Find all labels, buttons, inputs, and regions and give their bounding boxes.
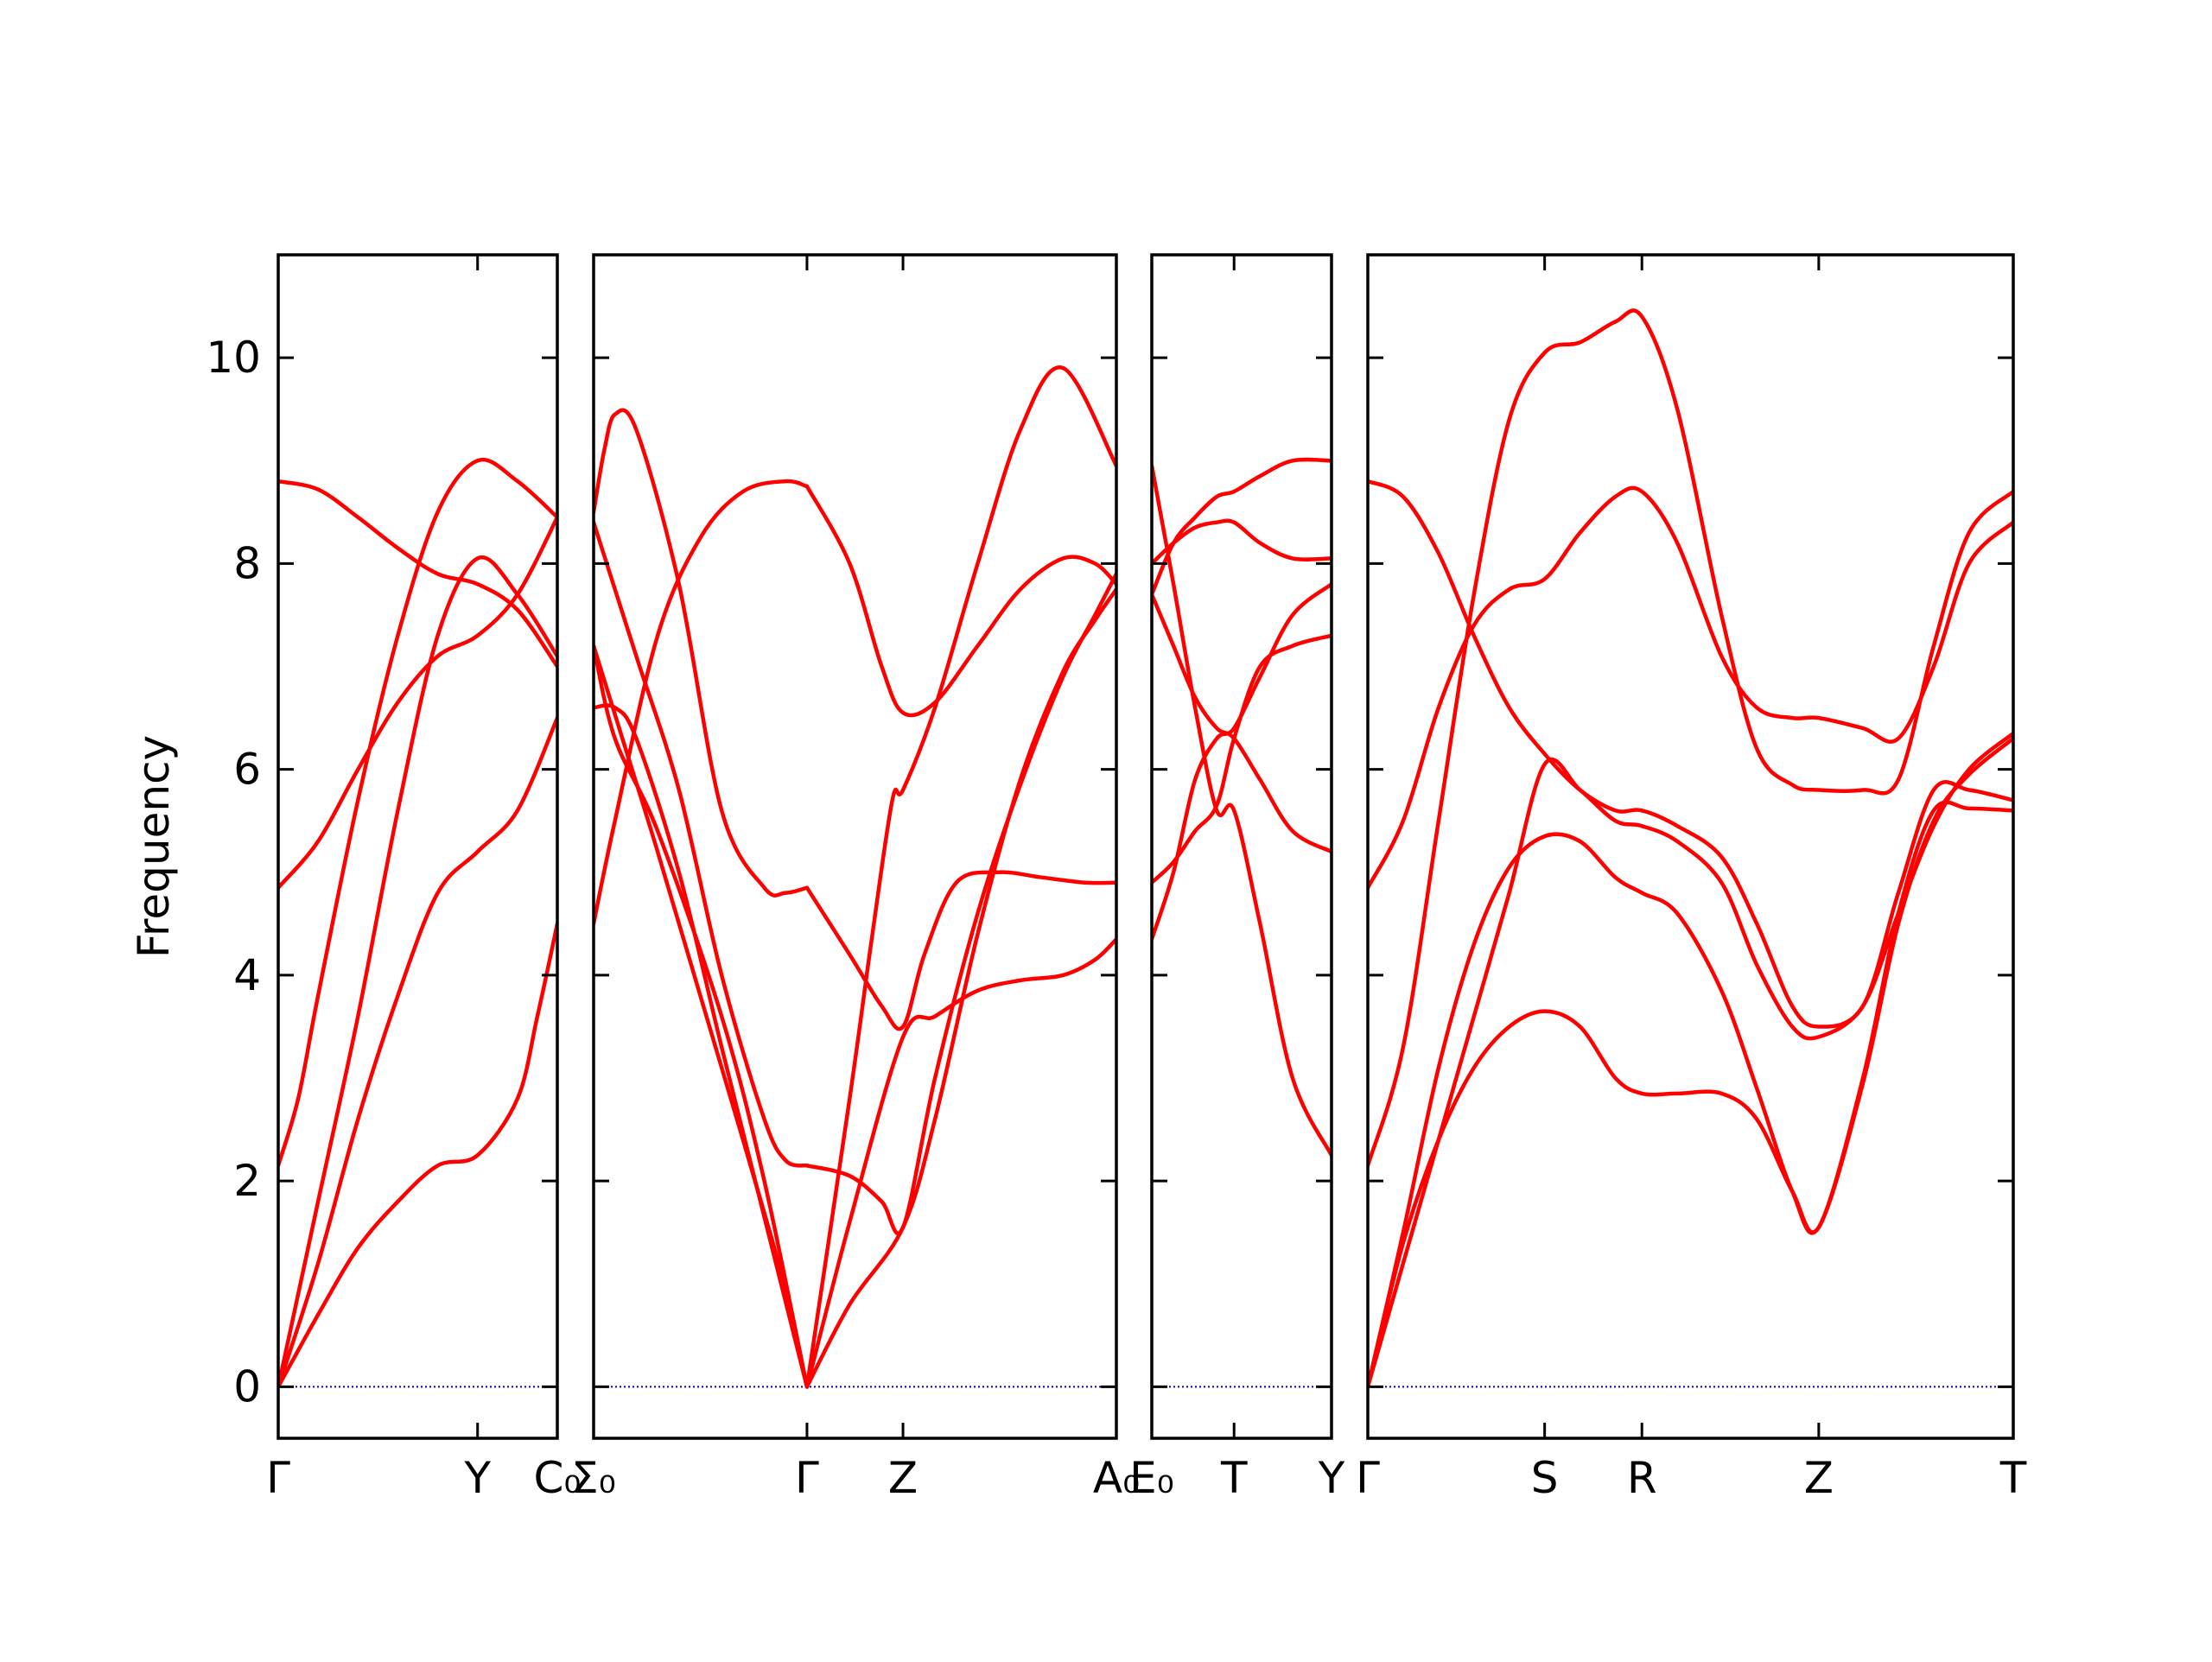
x-tick-label: Z — [888, 1453, 918, 1503]
band-line — [1152, 592, 1332, 854]
bands-group — [594, 365, 1116, 1389]
band-line — [804, 870, 1116, 1031]
x-tick-label: S — [1531, 1453, 1559, 1503]
y-tick-label: 6 — [233, 745, 261, 795]
x-tick-label: R — [1627, 1453, 1657, 1503]
band-line — [594, 703, 810, 1389]
band-line — [804, 587, 1116, 1389]
x-tick-label: Z — [1804, 1453, 1834, 1503]
y-tick-label: 10 — [206, 333, 261, 383]
band-line — [278, 479, 557, 669]
bands-group — [1152, 457, 1332, 1158]
band-line — [1152, 581, 1332, 942]
panel-frame — [1366, 253, 2015, 1440]
band-line — [1368, 800, 2013, 1389]
band-line — [594, 408, 810, 898]
x-tick-label: E₀ — [1129, 1453, 1174, 1503]
x-tick-label: Γ — [795, 1453, 819, 1503]
band-line — [278, 555, 557, 1389]
x-tick-label: C₀ — [534, 1453, 582, 1503]
y-tick-label: 8 — [233, 538, 261, 588]
band-line — [1368, 308, 2013, 1168]
panel-3: E₀ T Y — [1129, 253, 1345, 1503]
band-line — [278, 457, 557, 1168]
band-line — [1152, 463, 1332, 1158]
x-tick-label: Γ — [1356, 1453, 1380, 1503]
band-line — [594, 644, 810, 1389]
bands-group — [278, 457, 557, 1389]
x-tick-label: Γ — [266, 1453, 290, 1503]
y-tick-label: 0 — [233, 1361, 261, 1411]
panel-2: Σ₀ Γ Z A₀ — [571, 253, 1140, 1503]
band-line — [804, 936, 1116, 1389]
band-line — [594, 644, 810, 1389]
x-tick-label: T — [1220, 1453, 1248, 1503]
x-tick-label: Y — [463, 1453, 491, 1503]
band-line — [278, 922, 557, 1389]
x-tick-label: Σ₀ — [571, 1453, 616, 1503]
band-line — [804, 572, 1116, 1236]
x-tick-label: Y — [1318, 1453, 1345, 1503]
y-axis-label: Frequency — [129, 735, 179, 958]
band-line — [804, 484, 1116, 718]
panel-1: Γ Y C₀ 0 2 4 6 8 10 — [206, 253, 582, 1503]
band-line — [594, 520, 810, 1168]
bands-group — [1368, 308, 2013, 1389]
x-tick-label: T — [1999, 1453, 2027, 1503]
band-line — [1368, 485, 2013, 890]
y-tick-label: 2 — [233, 1156, 261, 1206]
y-tick-label: 4 — [233, 950, 261, 1000]
band-line — [1368, 736, 2013, 1389]
band-line — [278, 715, 557, 1389]
panel-frame — [592, 253, 1118, 1440]
panel-frame — [276, 253, 559, 1440]
band-line — [1368, 479, 2013, 1029]
band-line — [1152, 518, 1332, 566]
panel-frame — [1150, 253, 1333, 1440]
x-tick-label: A₀ — [1093, 1453, 1140, 1503]
band-line — [804, 365, 1116, 1389]
